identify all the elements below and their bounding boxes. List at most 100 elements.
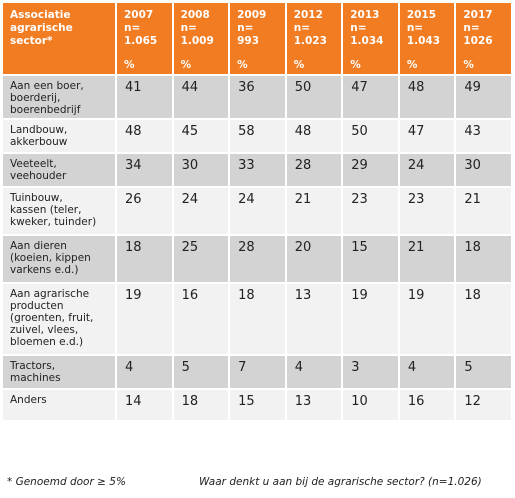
value-cell: 44	[172, 75, 231, 120]
header-n-label: n=	[350, 22, 367, 34]
value-cell: 7	[229, 355, 287, 390]
survey-question: Waar denkt u aan bij de agrarische secto…	[199, 476, 482, 488]
header-unit: %	[237, 59, 248, 71]
row-label-line: Landbouw,	[10, 124, 68, 136]
header-unit: %	[180, 59, 192, 71]
table-row: Tuinbouw, kassen (teler, kweker, tuinder) 2…	[3, 187, 513, 236]
header-year: 2013	[350, 9, 380, 21]
row-label-line: bloemen e.d.)	[10, 336, 84, 348]
header-year: 2009	[237, 9, 267, 21]
value-cell: 4	[285, 355, 344, 390]
value-cell: 50	[342, 119, 400, 154]
value-cell: 21	[398, 235, 457, 284]
row-label-line: boerderij,	[10, 92, 61, 104]
header-year-cell: 2015 n= 1.043 %	[398, 3, 457, 76]
value-cell: 50	[285, 75, 344, 120]
row-label-line: veehouder	[10, 170, 67, 182]
value-cell: 49	[455, 75, 513, 120]
row-label-line: machines	[10, 372, 61, 384]
value-cell: 18	[455, 283, 513, 356]
table-row: Veeteelt, veehouder 34 30 33 28 29 24 30	[3, 153, 513, 188]
header-n-value: 1.034	[350, 35, 384, 47]
row-label-cell: Aan een boer, boerderij, boerenbedrijf	[3, 75, 117, 120]
header-year-cell: 2008 n= 1.009 %	[172, 3, 231, 76]
row-label-cell: Aan agrarische producten (groenten, fruit,…	[3, 283, 117, 356]
header-year-cell: 2017 n= 1026 %	[455, 3, 513, 76]
header-year: 2007	[124, 9, 154, 21]
value-cell: 28	[285, 153, 344, 188]
value-cell: 24	[398, 153, 457, 188]
value-cell: 47	[398, 119, 457, 154]
value-cell: 33	[229, 153, 287, 188]
row-label-line: zuivel, vlees,	[10, 324, 79, 336]
table-row: Aan agrarische producten (groenten, fruit,…	[3, 283, 513, 356]
header-n-value: 1.009	[180, 35, 214, 47]
value-cell: 3	[342, 355, 400, 390]
header-unit: %	[463, 59, 474, 71]
header-unit: %	[124, 59, 135, 71]
value-cell: 14	[116, 389, 174, 422]
header-n-value: 1.023	[293, 35, 327, 47]
header-year-cell: 2009 n= 993 %	[229, 3, 287, 76]
header-label-line: sector*	[10, 35, 53, 47]
value-cell: 26	[116, 187, 174, 236]
value-cell: 18	[229, 283, 287, 356]
header-n-label: n=	[124, 22, 141, 34]
header-label-line: Associatie	[10, 9, 71, 21]
value-cell: 5	[455, 355, 513, 390]
value-cell: 15	[342, 235, 400, 284]
header-year: 2015	[406, 9, 437, 21]
value-cell: 45	[172, 119, 231, 154]
row-label-line: boerenbedrijf	[10, 104, 81, 116]
table-header-row: Associatie agrarische sector* 2007 n= 1.…	[3, 3, 513, 76]
value-cell: 16	[172, 283, 231, 356]
value-cell: 48	[285, 119, 344, 154]
row-label-line: akkerbouw	[10, 136, 68, 148]
value-cell: 30	[455, 153, 513, 188]
value-cell: 18	[116, 235, 174, 284]
value-cell: 58	[229, 119, 287, 154]
row-label-line: kassen (teler,	[10, 204, 82, 216]
row-label-cell: Aan dieren (koeien, kippen varkens e.d.)	[3, 235, 117, 284]
row-label-cell: Anders	[3, 389, 117, 422]
row-label-line: varkens e.d.)	[10, 264, 79, 276]
value-cell: 25	[172, 235, 231, 284]
value-cell: 10	[342, 389, 400, 422]
header-year-cell: 2012 n= 1.023 %	[285, 3, 344, 76]
value-cell: 48	[116, 119, 174, 154]
value-cell: 23	[342, 187, 400, 236]
header-n-label: n=	[293, 22, 310, 34]
value-cell: 13	[285, 389, 344, 422]
table-row: Anders 14 18 15 13 10 16 12	[3, 389, 513, 422]
header-year: 2008	[180, 9, 210, 21]
row-label-line: producten	[10, 300, 64, 312]
value-cell: 34	[116, 153, 174, 188]
row-label-line: kweker, tuinder)	[10, 216, 97, 228]
header-year: 2012	[293, 9, 323, 21]
value-cell: 16	[398, 389, 457, 422]
header-label-line: agrarische	[10, 22, 73, 34]
row-label-line: Aan agrarische	[10, 288, 90, 300]
header-n-label: n=	[180, 22, 197, 34]
row-label-line: Aan een boer,	[10, 80, 84, 92]
row-label-cell: Tuinbouw, kassen (teler, kweker, tuinder)	[3, 187, 117, 236]
value-cell: 48	[398, 75, 457, 120]
value-cell: 19	[342, 283, 400, 356]
header-year-cell: 2013 n= 1.034 %	[342, 3, 400, 76]
value-cell: 19	[398, 283, 457, 356]
header-n-label: n=	[406, 22, 424, 34]
value-cell: 20	[285, 235, 344, 284]
row-label-cell: Veeteelt, veehouder	[3, 153, 117, 188]
value-cell: 36	[229, 75, 287, 120]
value-cell: 28	[229, 235, 287, 284]
value-cell: 21	[285, 187, 344, 236]
row-label-cell: Tractors, machines	[3, 355, 117, 390]
row-label-line: (groenten, fruit,	[10, 312, 94, 324]
value-cell: 21	[455, 187, 513, 236]
value-cell: 30	[172, 153, 231, 188]
row-label-line: (koeien, kippen	[10, 252, 91, 264]
footnote: * Genoemd door ≥ 5%	[7, 476, 126, 488]
value-cell: 18	[455, 235, 513, 284]
value-cell: 47	[342, 75, 400, 120]
results-table: Associatie agrarische sector* 2007 n= 1.…	[3, 3, 513, 422]
